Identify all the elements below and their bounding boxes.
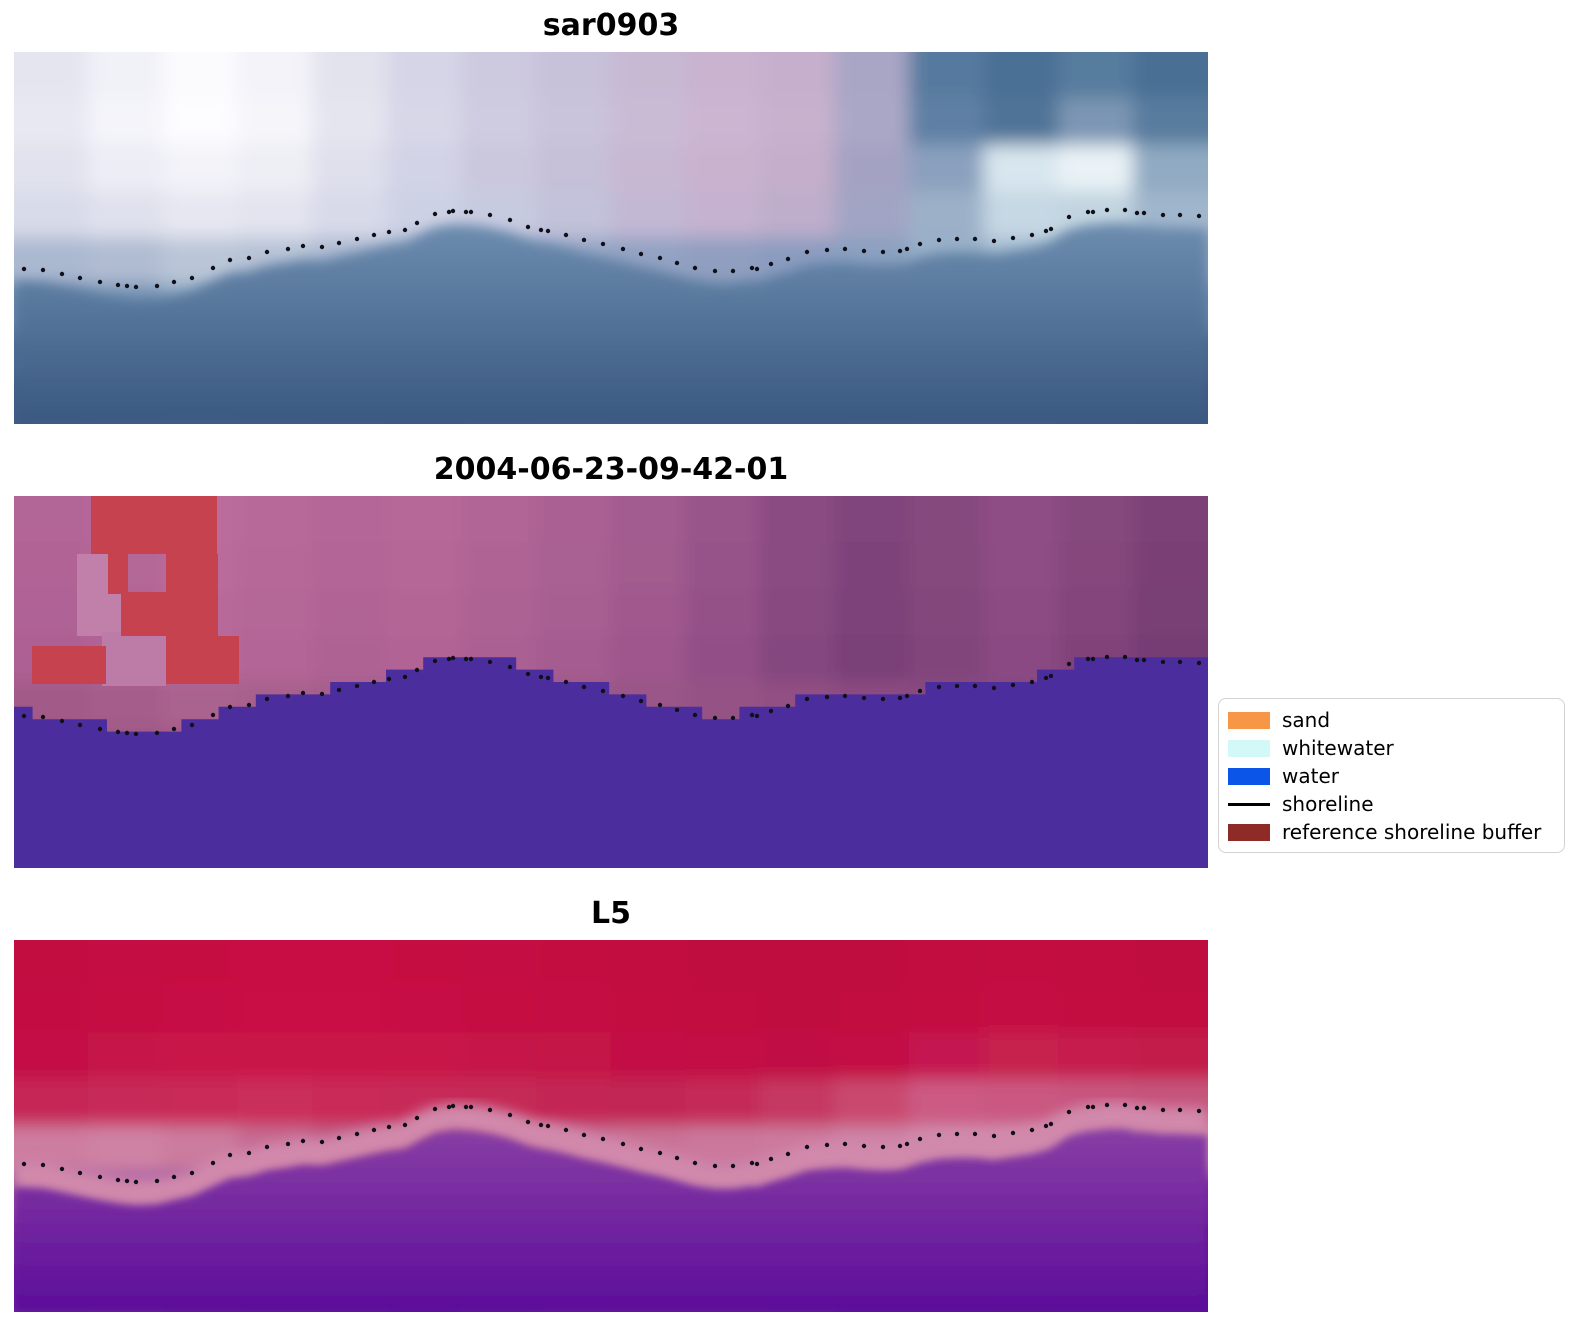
water-region xyxy=(14,223,1208,424)
reference-shoreline-buffer-patch xyxy=(91,496,217,554)
land-patch xyxy=(102,632,166,686)
legend-item-4: reference shoreline buffer xyxy=(1228,818,1554,846)
panel-image-classified xyxy=(14,496,1208,868)
legend-label: water xyxy=(1282,764,1339,788)
panel-svg-classified xyxy=(14,496,1208,868)
legend-box: sand whitewater water shoreline reference sh… xyxy=(1218,698,1565,853)
legend-color-swatch xyxy=(1228,739,1270,757)
panel-svg-L5 xyxy=(14,940,1208,1312)
shoreline-dots xyxy=(21,1102,1202,1185)
reference-shoreline-buffer-patch xyxy=(32,646,106,684)
panel-svg-sar0903 xyxy=(14,52,1208,424)
water-region xyxy=(14,1129,1208,1312)
legend-item-2: water xyxy=(1228,762,1554,790)
legend-label: sand xyxy=(1282,708,1331,732)
water-region xyxy=(14,657,1208,868)
legend-label: shoreline xyxy=(1282,792,1374,816)
reference-shoreline-buffer-patch xyxy=(108,554,128,594)
legend-label: reference shoreline buffer xyxy=(1282,820,1542,844)
legend-item-3: shoreline xyxy=(1228,790,1554,818)
legend-color-swatch xyxy=(1228,823,1270,841)
shoreline-dots xyxy=(21,654,1202,737)
reference-shoreline-buffer-patch xyxy=(166,554,218,684)
reference-shoreline-buffer-patch xyxy=(217,636,239,684)
subplot-title-sar0903: sar0903 xyxy=(542,8,680,43)
legend-item-0: sand xyxy=(1228,706,1554,734)
panel-image-l5 xyxy=(14,940,1208,1312)
subplot-title-l5: L5 xyxy=(591,896,631,931)
reference-shoreline-buffer-patch xyxy=(121,592,167,636)
panel-image-sar0903 xyxy=(14,52,1208,424)
legend-item-1: whitewater xyxy=(1228,734,1554,762)
subplot-title-date: 2004-06-23-09-42-01 xyxy=(433,452,789,487)
legend-label: whitewater xyxy=(1282,736,1394,760)
legend-color-swatch xyxy=(1228,767,1270,785)
legend-line-swatch xyxy=(1228,802,1270,806)
legend-color-swatch xyxy=(1228,711,1270,729)
shoreline-dots xyxy=(21,207,1202,290)
beach-band xyxy=(14,1102,1208,1209)
